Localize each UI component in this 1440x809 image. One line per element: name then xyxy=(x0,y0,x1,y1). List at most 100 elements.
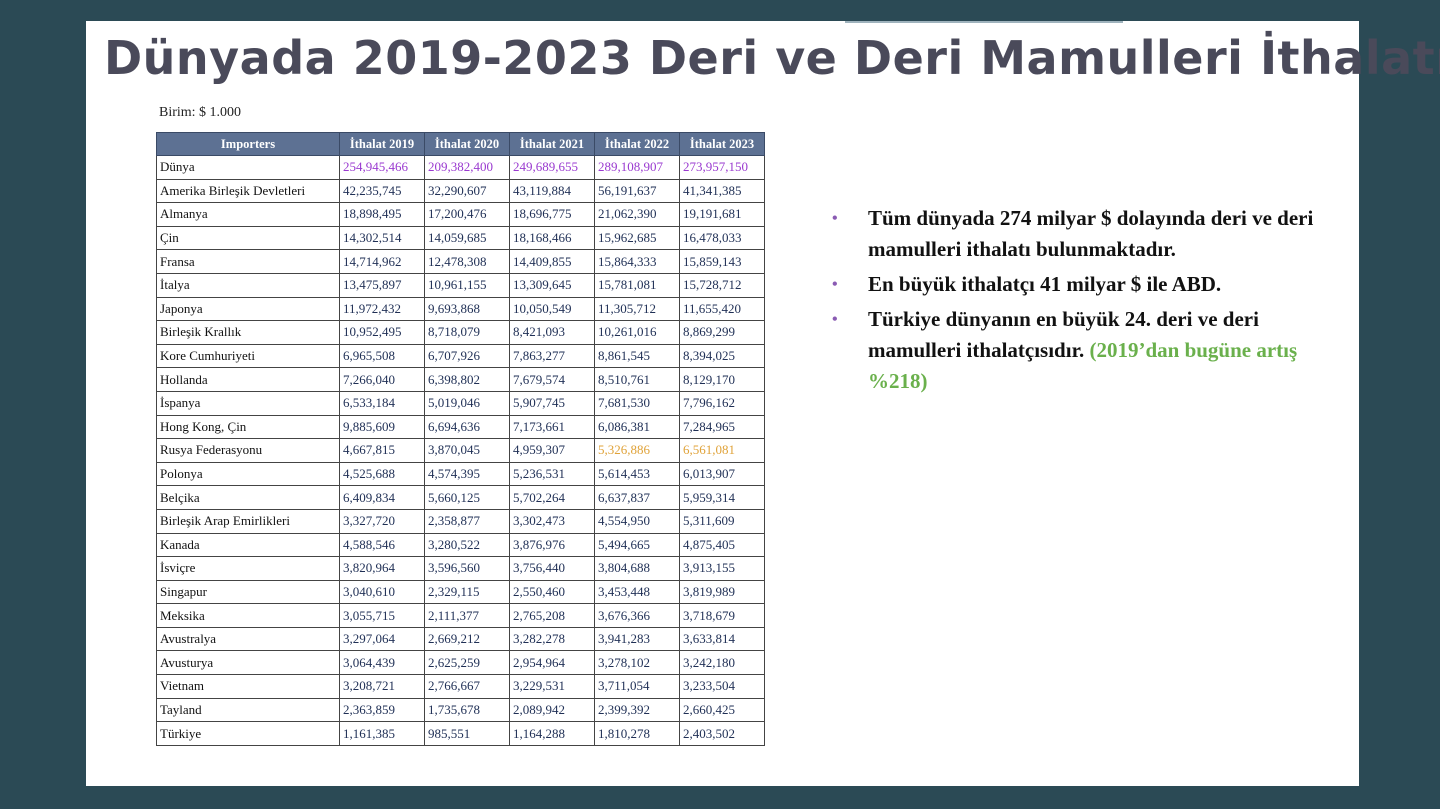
table-row: Polonya 4,525,688 4,574,395 5,236,531 5,614,… xyxy=(156,461,765,487)
value-cell: 2,550,460 xyxy=(509,579,595,605)
value-cell: 5,614,453 xyxy=(594,461,680,487)
bullet-text: En büyük ithalatçı 41 milyar $ ile ABD. xyxy=(868,272,1222,296)
value-cell: 209,382,400 xyxy=(424,155,510,180)
value-cell: 15,962,685 xyxy=(594,225,680,251)
unit-label: Birim: $ 1.000 xyxy=(159,105,242,120)
value-cell: 9,885,609 xyxy=(339,414,425,440)
value-cell: 2,625,259 xyxy=(424,650,510,676)
value-cell: 3,302,473 xyxy=(509,508,595,534)
value-cell: 3,453,448 xyxy=(594,579,680,605)
value-cell: 9,693,868 xyxy=(424,296,510,322)
value-cell: 7,681,530 xyxy=(594,390,680,416)
table-row: Meksika 3,055,715 2,111,377 2,765,208 3,676,… xyxy=(156,603,765,628)
value-cell: 7,863,277 xyxy=(509,343,595,369)
column-header: İthalat 2022 xyxy=(594,132,680,156)
value-cell: 273,957,150 xyxy=(679,155,765,180)
country-cell: Çin xyxy=(156,225,340,251)
table-row: Avusturya 3,064,439 2,625,259 2,954,964 3,27… xyxy=(156,650,765,676)
table-row: İtalya 13,475,897 10,961,155 13,309,645 15,7… xyxy=(156,272,765,298)
value-cell: 7,796,162 xyxy=(679,390,765,416)
value-cell: 41,341,385 xyxy=(679,178,765,204)
table-row: İsviçre 3,820,964 3,596,560 3,756,440 3,804,… xyxy=(156,556,765,581)
value-cell: 7,266,040 xyxy=(339,367,425,392)
value-cell: 3,718,679 xyxy=(679,603,765,628)
value-cell: 5,311,609 xyxy=(679,508,765,534)
value-cell: 5,019,046 xyxy=(424,390,510,416)
value-cell: 6,398,802 xyxy=(424,367,510,392)
value-cell: 1,810,278 xyxy=(594,721,680,746)
table-row: Amerika Birleşik Devletleri 42,235,745 32,… xyxy=(156,178,765,204)
table-row: Hollanda 7,266,040 6,398,802 7,679,574 8,510… xyxy=(156,367,765,392)
value-cell: 42,235,745 xyxy=(339,178,425,204)
value-cell: 3,596,560 xyxy=(424,556,510,581)
value-cell: 5,660,125 xyxy=(424,485,510,510)
country-cell: Singapur xyxy=(156,579,340,605)
table-row: Singapur 3,040,610 2,329,115 2,550,460 3,453… xyxy=(156,579,765,605)
value-cell: 43,119,884 xyxy=(509,178,595,204)
value-cell: 2,403,502 xyxy=(679,721,765,746)
value-cell: 254,945,466 xyxy=(339,155,425,180)
value-cell: 14,059,685 xyxy=(424,225,510,251)
table-row: İspanya 6,533,184 5,019,046 5,907,745 7,681,… xyxy=(156,390,765,416)
value-cell: 11,305,712 xyxy=(594,296,680,322)
column-header: İthalat 2020 xyxy=(424,132,510,156)
value-cell: 6,637,837 xyxy=(594,485,680,510)
value-cell: 19,191,681 xyxy=(679,202,765,227)
value-cell: 2,111,377 xyxy=(424,603,510,628)
value-cell: 10,050,549 xyxy=(509,296,595,322)
table-row: Avustralya 3,297,064 2,669,212 3,282,278 3,9… xyxy=(156,626,765,652)
value-cell: 4,588,546 xyxy=(339,532,425,558)
bullet-text: Türkiye dünyanın en büyük 24. deri ve de… xyxy=(868,307,1259,362)
value-cell: 3,064,439 xyxy=(339,650,425,676)
value-cell: 4,574,395 xyxy=(424,461,510,487)
value-cell: 3,297,064 xyxy=(339,626,425,652)
value-cell: 3,327,720 xyxy=(339,508,425,534)
bullet-item: • Türkiye dünyanın en büyük 24. deri ve … xyxy=(830,304,1330,397)
value-cell: 7,173,661 xyxy=(509,414,595,440)
table-row: Fransa 14,714,962 12,478,308 14,409,855 15,8… xyxy=(156,249,765,274)
value-cell: 5,907,745 xyxy=(509,390,595,416)
value-cell: 3,233,504 xyxy=(679,674,765,699)
bullet-text: Tüm dünyada 274 milyar $ dolayında deri … xyxy=(868,206,1314,261)
value-cell: 5,702,264 xyxy=(509,485,595,510)
value-cell: 3,278,102 xyxy=(594,650,680,676)
value-cell: 3,941,283 xyxy=(594,626,680,652)
value-cell: 3,819,989 xyxy=(679,579,765,605)
value-cell: 3,282,278 xyxy=(509,626,595,652)
country-cell: Vietnam xyxy=(156,674,340,699)
value-cell: 6,707,926 xyxy=(424,343,510,369)
value-cell: 11,972,432 xyxy=(339,296,425,322)
value-cell: 4,667,815 xyxy=(339,438,425,463)
country-cell: Belçika xyxy=(156,485,340,510)
value-cell: 1,161,385 xyxy=(339,721,425,746)
value-cell: 2,766,667 xyxy=(424,674,510,699)
value-cell: 4,875,405 xyxy=(679,532,765,558)
value-cell: 6,013,907 xyxy=(679,461,765,487)
table-row: Türkiye 1,161,385 985,551 1,164,288 1,810,27… xyxy=(156,721,765,746)
country-cell: Meksika xyxy=(156,603,340,628)
country-cell: Almanya xyxy=(156,202,340,227)
value-cell: 21,062,390 xyxy=(594,202,680,227)
value-cell: 2,765,208 xyxy=(509,603,595,628)
country-cell: Türkiye xyxy=(156,721,340,746)
value-cell: 6,694,636 xyxy=(424,414,510,440)
country-cell: Avusturya xyxy=(156,650,340,676)
value-cell: 3,913,155 xyxy=(679,556,765,581)
value-cell: 15,781,081 xyxy=(594,272,680,298)
bullet-marker-icon: • xyxy=(832,210,838,227)
value-cell: 14,302,514 xyxy=(339,225,425,251)
value-cell: 2,329,115 xyxy=(424,579,510,605)
value-cell: 11,655,420 xyxy=(679,296,765,322)
value-cell: 3,055,715 xyxy=(339,603,425,628)
table-row: Hong Kong, Çin 9,885,609 6,694,636 7,173,66… xyxy=(156,414,765,440)
value-cell: 2,358,877 xyxy=(424,508,510,534)
value-cell: 289,108,907 xyxy=(594,155,680,180)
imports-table: Importers İthalat 2019 İthalat 2020 İtha… xyxy=(156,132,765,746)
value-cell: 15,728,712 xyxy=(679,272,765,298)
country-cell: İsviçre xyxy=(156,556,340,581)
value-cell: 10,961,155 xyxy=(424,272,510,298)
value-cell: 17,200,476 xyxy=(424,202,510,227)
country-cell: Hong Kong, Çin xyxy=(156,414,340,440)
country-cell: Japonya xyxy=(156,296,340,322)
country-cell: Kore Cumhuriyeti xyxy=(156,343,340,369)
